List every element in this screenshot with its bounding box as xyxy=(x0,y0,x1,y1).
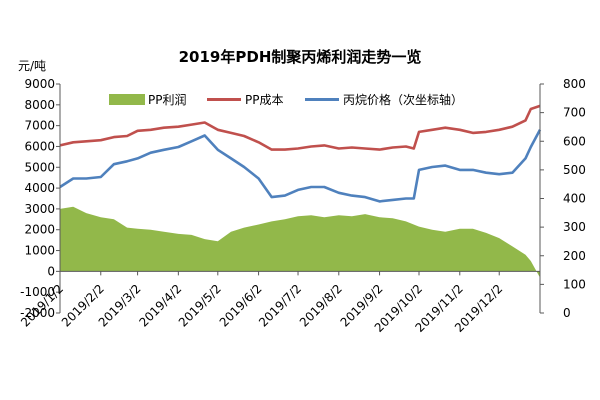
left-tick-label: 1000 xyxy=(24,244,55,258)
plot-area xyxy=(59,104,542,278)
x-tick-label: 2019/8/2 xyxy=(297,282,345,330)
left-tick-label: 6000 xyxy=(24,139,55,153)
right-tick-label: 0 xyxy=(563,306,571,320)
left-tick-label: 4000 xyxy=(24,181,55,195)
left-tick-label: 3000 xyxy=(24,202,55,216)
left-tick-label: 7000 xyxy=(24,119,55,133)
axes: -2000-1000010002000300040005000600070008… xyxy=(18,77,586,335)
right-tick-label: 300 xyxy=(563,220,586,234)
series-area-profit xyxy=(60,206,540,278)
left-tick-label: 9000 xyxy=(24,77,55,91)
right-tick-label: 200 xyxy=(563,249,586,263)
left-tick-label: -1000 xyxy=(20,285,55,299)
right-tick-label: 400 xyxy=(563,192,586,206)
left-tick-label: 0 xyxy=(47,264,55,278)
right-tick-label: 600 xyxy=(563,134,586,148)
left-axis-unit-label: 元/吨 xyxy=(18,59,46,73)
x-tick-label: 2019/7/2 xyxy=(256,282,304,330)
series-line-cost xyxy=(59,104,541,151)
chart-title: 2019年PDH制聚丙烯利润走势一览 xyxy=(179,48,422,66)
legend-label-propane: 丙烷价格（次坐标轴） xyxy=(343,92,463,107)
right-tick-label: 500 xyxy=(563,163,586,177)
right-tick-label: 800 xyxy=(563,77,586,91)
legend-label-profit: PP利润 xyxy=(148,93,186,107)
left-tick-label: 2000 xyxy=(24,223,55,237)
x-tick-label: 2019/5/2 xyxy=(176,282,224,330)
right-tick-label: 700 xyxy=(563,106,586,120)
legend: PP利润 PP成本 丙烷价格（次坐标轴） xyxy=(109,92,463,107)
right-tick-label: 100 xyxy=(563,277,586,291)
left-tick-label: 8000 xyxy=(24,98,55,112)
series-line-propane xyxy=(59,129,542,203)
left-tick-label: -2000 xyxy=(20,306,55,320)
left-tick-label: 5000 xyxy=(24,160,55,174)
legend-swatch-profit xyxy=(109,94,145,105)
legend-label-cost: PP成本 xyxy=(245,93,283,107)
